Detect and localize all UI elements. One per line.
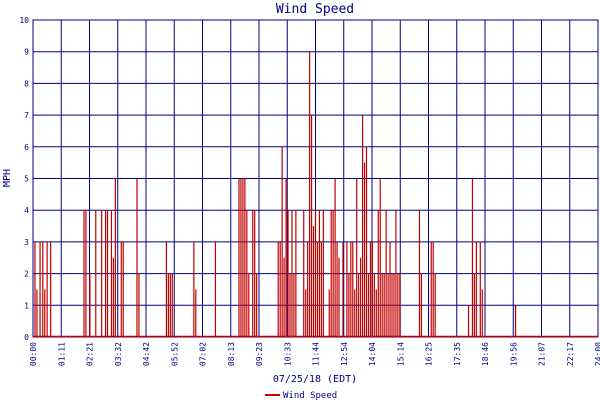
y-tick-label: 10 [19,16,29,25]
x-tick-label: 05:52 [170,342,179,366]
y-tick-label: 7 [24,111,29,120]
legend-label: Wind Speed [283,391,337,400]
y-tick-label: 6 [24,143,29,152]
x-tick-label: 24:00 [594,342,600,366]
y-tick-label: 4 [24,206,29,215]
x-tick-label: 19:56 [509,342,518,366]
y-tick-label: 9 [24,48,29,57]
y-tick-label: 2 [24,270,29,279]
series-wind-speed [33,51,598,338]
x-axis-label: 07/25/18 (EDT) [273,374,357,385]
grid-lines [32,19,599,338]
x-tick-label: 11:44 [312,342,321,366]
y-tick-labels: 0 1 2 3 4 5 6 7 8 9 10 [19,16,29,342]
x-tick-label: 01:11 [57,342,66,366]
x-tick-label: 00:00 [29,342,38,366]
legend: Wind Speed [265,391,337,400]
y-tick-label: 1 [24,301,29,310]
x-tick-label: 04:42 [142,342,151,366]
x-tick-label: 16:25 [425,342,434,366]
x-tick-label: 21:07 [538,342,547,366]
x-tick-label: 18:46 [481,342,490,366]
x-tick-label: 03:32 [114,342,123,366]
x-tick-label: 14:04 [368,342,377,366]
y-tick-label: 3 [24,238,29,247]
x-tick-label: 10:33 [283,342,292,366]
x-tick-label: 08:13 [227,342,236,366]
x-tick-label: 02:21 [86,342,95,366]
x-tick-label: 07:02 [199,342,208,366]
y-tick-label: 5 [24,175,29,184]
chart-title: Wind Speed [276,2,354,17]
x-tick-label: 17:35 [453,342,462,366]
y-axis-label: MPH [2,169,13,187]
x-tick-label: 15:14 [396,342,405,366]
y-tick-label: 8 [24,79,29,88]
x-tick-label: 09:23 [255,342,264,366]
x-tick-label: 12:54 [340,342,349,366]
x-tick-labels: 00:00 01:11 02:21 03:32 04:42 05:52 07:02 08:13… [29,342,600,366]
y-tick-label: 0 [24,333,29,342]
x-tick-label: 22:17 [566,342,575,366]
